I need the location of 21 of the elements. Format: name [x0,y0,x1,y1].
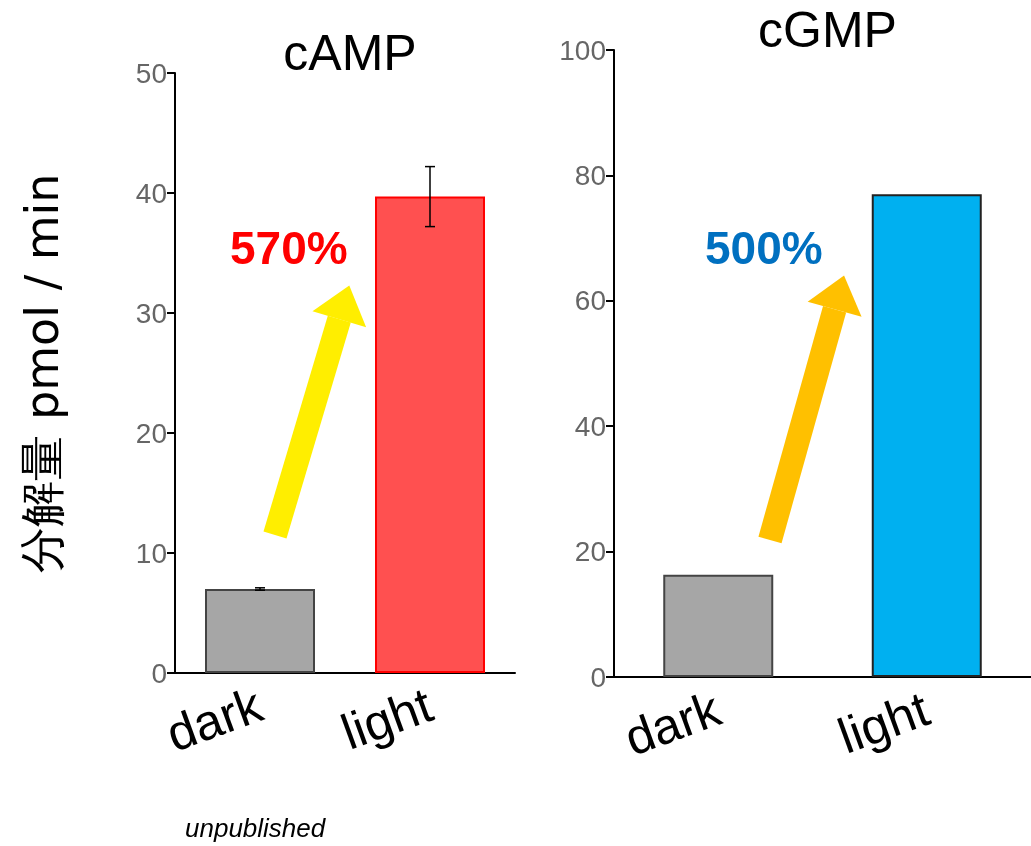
y-tick-label: 40 [135,177,167,209]
y-tick-label: 30 [135,297,167,329]
y-tick-label: 0 [590,661,606,693]
y-tick-label: 10 [135,537,167,569]
chart-title: cAMP [283,25,417,81]
annotation: 570% [230,222,348,274]
y-tick-label: 0 [151,657,167,689]
chart-title: cGMP [758,2,897,58]
y-tick-label: 40 [574,410,606,442]
text: unpublished [185,813,327,843]
y-tick-label: 60 [574,285,606,317]
x-tick-label: dark [617,680,729,767]
y-tick-label: 20 [135,417,167,449]
y-tick-label: 20 [574,536,606,568]
y-tick-label: 80 [574,159,606,191]
y-axis-title: 分解量 pmol / min [15,173,69,573]
x-tick-label: light [830,680,937,765]
annotation: 500% [705,222,823,274]
y-tick-label: 50 [135,57,167,89]
x-tick-label: light [334,676,440,761]
y-tick-label: 100 [559,34,606,66]
